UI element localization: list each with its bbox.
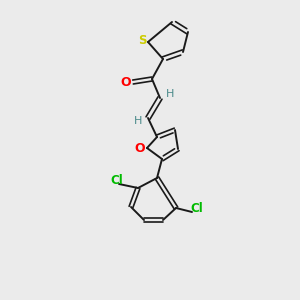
Text: O: O bbox=[135, 142, 145, 155]
Text: Cl: Cl bbox=[190, 202, 203, 214]
Text: Cl: Cl bbox=[111, 173, 123, 187]
Text: H: H bbox=[166, 89, 174, 99]
Text: H: H bbox=[134, 116, 142, 126]
Text: S: S bbox=[138, 34, 146, 46]
Text: O: O bbox=[121, 76, 131, 88]
